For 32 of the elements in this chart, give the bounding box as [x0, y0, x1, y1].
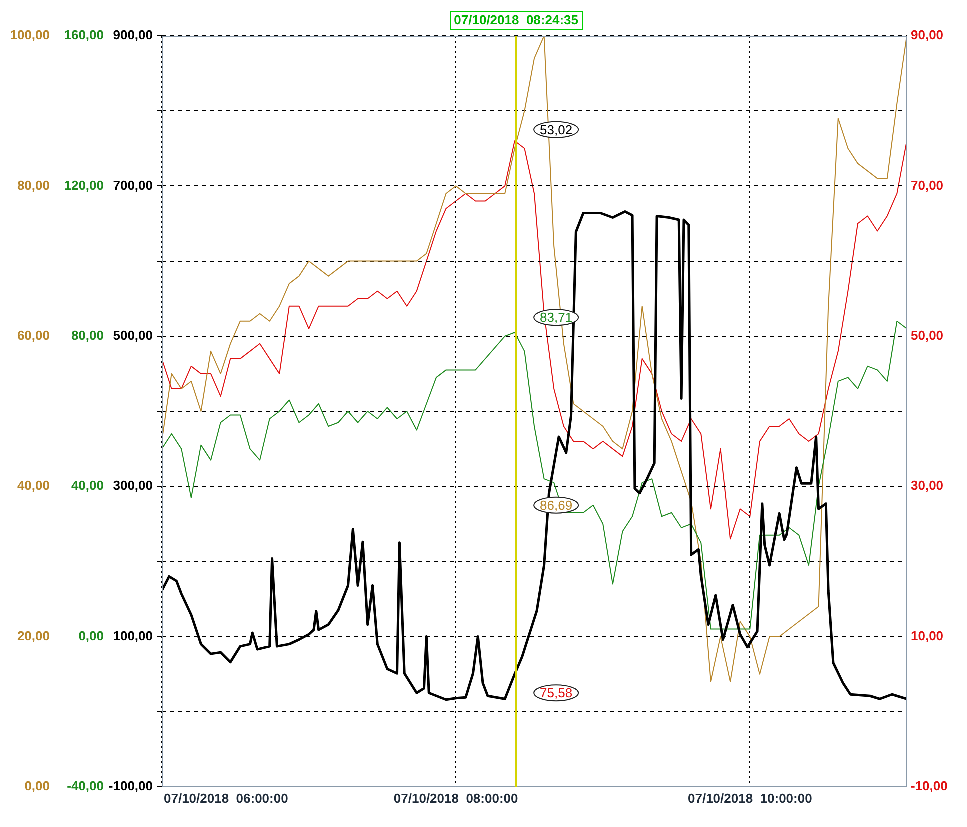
y-tick-label: 50,00 [911, 328, 944, 343]
x-tick-label: 07/10/2018 08:00:00 [394, 791, 518, 806]
y2-tick-label: 40,00 [71, 478, 104, 494]
y2-tick-label: 0,00 [78, 628, 104, 644]
x-tick-label: 07/10/2018 06:00:00 [164, 791, 288, 806]
y-tick-label: 90,00 [911, 28, 944, 43]
ref-line-label: 07/10/2018 08:24:35 [454, 12, 578, 28]
y2-tick-label: 80,00 [71, 328, 104, 343]
annotation: 75,58 [540, 686, 573, 701]
y-tick-label: 10,00 [911, 628, 944, 644]
y3-tick-label: 100,00 [10, 28, 50, 43]
y3-tick-label: 60,00 [17, 328, 50, 343]
annotation: 53,02 [540, 122, 573, 138]
annotation: 83,71 [540, 310, 573, 326]
y-tick-label: 500,00 [113, 328, 153, 343]
x-tick-label: 07/10/2018 10:00:00 [688, 791, 812, 806]
y-tick-label: 100,00 [113, 628, 153, 644]
y2-tick-label: -40,00 [67, 778, 104, 794]
y-tick-label: -10,00 [911, 778, 948, 794]
annotation: 86,69 [540, 498, 573, 513]
y3-tick-label: 80,00 [17, 178, 50, 193]
y-tick-label: 900,00 [113, 28, 153, 43]
y-tick-label: -100,00 [108, 778, 153, 794]
y-tick-label: 70,00 [911, 178, 944, 193]
y3-tick-label: 40,00 [17, 478, 50, 494]
y-tick-label: 300,00 [113, 478, 153, 494]
y3-tick-label: 20,00 [17, 628, 50, 644]
y2-tick-label: 160,00 [64, 28, 104, 43]
y3-tick-label: 0,00 [24, 778, 50, 794]
y-tick-label: 700,00 [113, 178, 153, 193]
y2-tick-label: 120,00 [64, 178, 104, 193]
y-tick-label: 30,00 [911, 478, 944, 494]
